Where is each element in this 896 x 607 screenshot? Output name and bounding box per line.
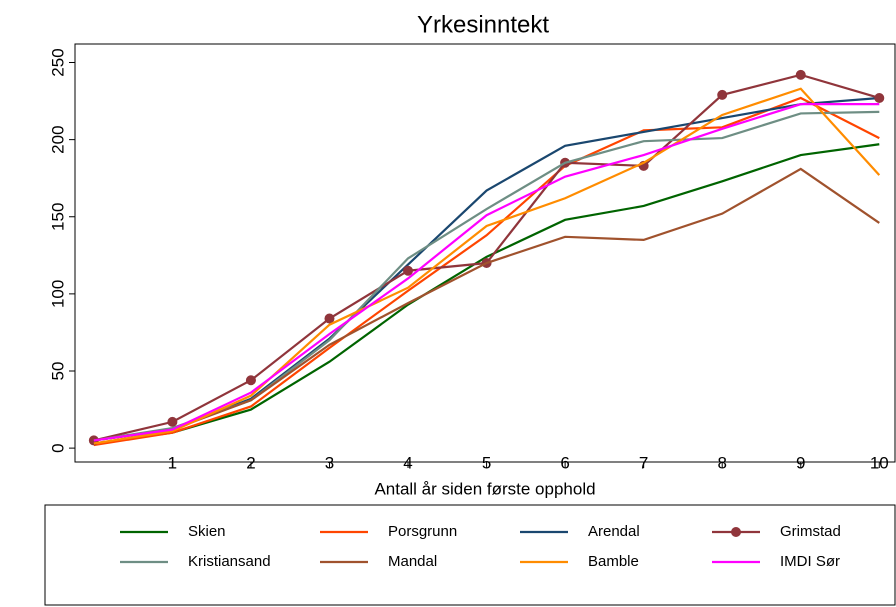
x-tick-label: 9 — [796, 453, 805, 472]
legend-label: Grimstad — [780, 523, 841, 540]
series-marker — [167, 416, 178, 427]
legend-frame — [44, 504, 896, 606]
x-tick-label: 1 — [168, 453, 177, 472]
series-line — [93, 167, 880, 442]
legend-label: Mandal — [388, 553, 437, 570]
plot-frame — [74, 43, 896, 463]
x-tick-label: 4 — [403, 453, 412, 472]
series-line — [93, 103, 880, 442]
x-tick-label: 8 — [717, 453, 726, 472]
series-line — [93, 87, 881, 445]
x-tick-label: 3 — [325, 453, 334, 472]
series-marker — [324, 313, 335, 324]
series-marker — [795, 69, 806, 80]
x-tick-label: 6 — [560, 453, 569, 472]
y-tick-label: 250 — [48, 48, 67, 76]
y-tick-label: 150 — [48, 203, 67, 231]
x-tick-label: 7 — [639, 453, 648, 472]
series-line — [93, 96, 880, 447]
legend-label: Skien — [188, 523, 226, 540]
legend-label: IMDI Sør — [780, 553, 840, 570]
legend-label: Arendal — [588, 523, 640, 540]
legend-label: Kristiansand — [188, 553, 271, 570]
y-tick-label: 0 — [48, 443, 67, 452]
series-marker — [245, 375, 256, 386]
x-tick-label: 10 — [870, 453, 889, 472]
legend-marker — [731, 527, 741, 537]
x-tick-label: 5 — [482, 453, 491, 472]
series-line — [93, 143, 880, 445]
y-tick-label: 100 — [48, 280, 67, 308]
series-marker — [403, 265, 414, 276]
x-tick-label: 2 — [246, 453, 255, 472]
y-tick-label: 200 — [48, 125, 67, 153]
legend-label: Porsgrunn — [388, 523, 457, 540]
series-marker — [874, 92, 885, 103]
x-axis-label: Antall år siden første opphold — [374, 479, 595, 498]
legend-label: Bamble — [588, 553, 639, 570]
series-marker — [717, 89, 728, 100]
y-tick-label: 50 — [48, 362, 67, 381]
chart-title: Yrkesinntekt — [417, 11, 549, 38]
